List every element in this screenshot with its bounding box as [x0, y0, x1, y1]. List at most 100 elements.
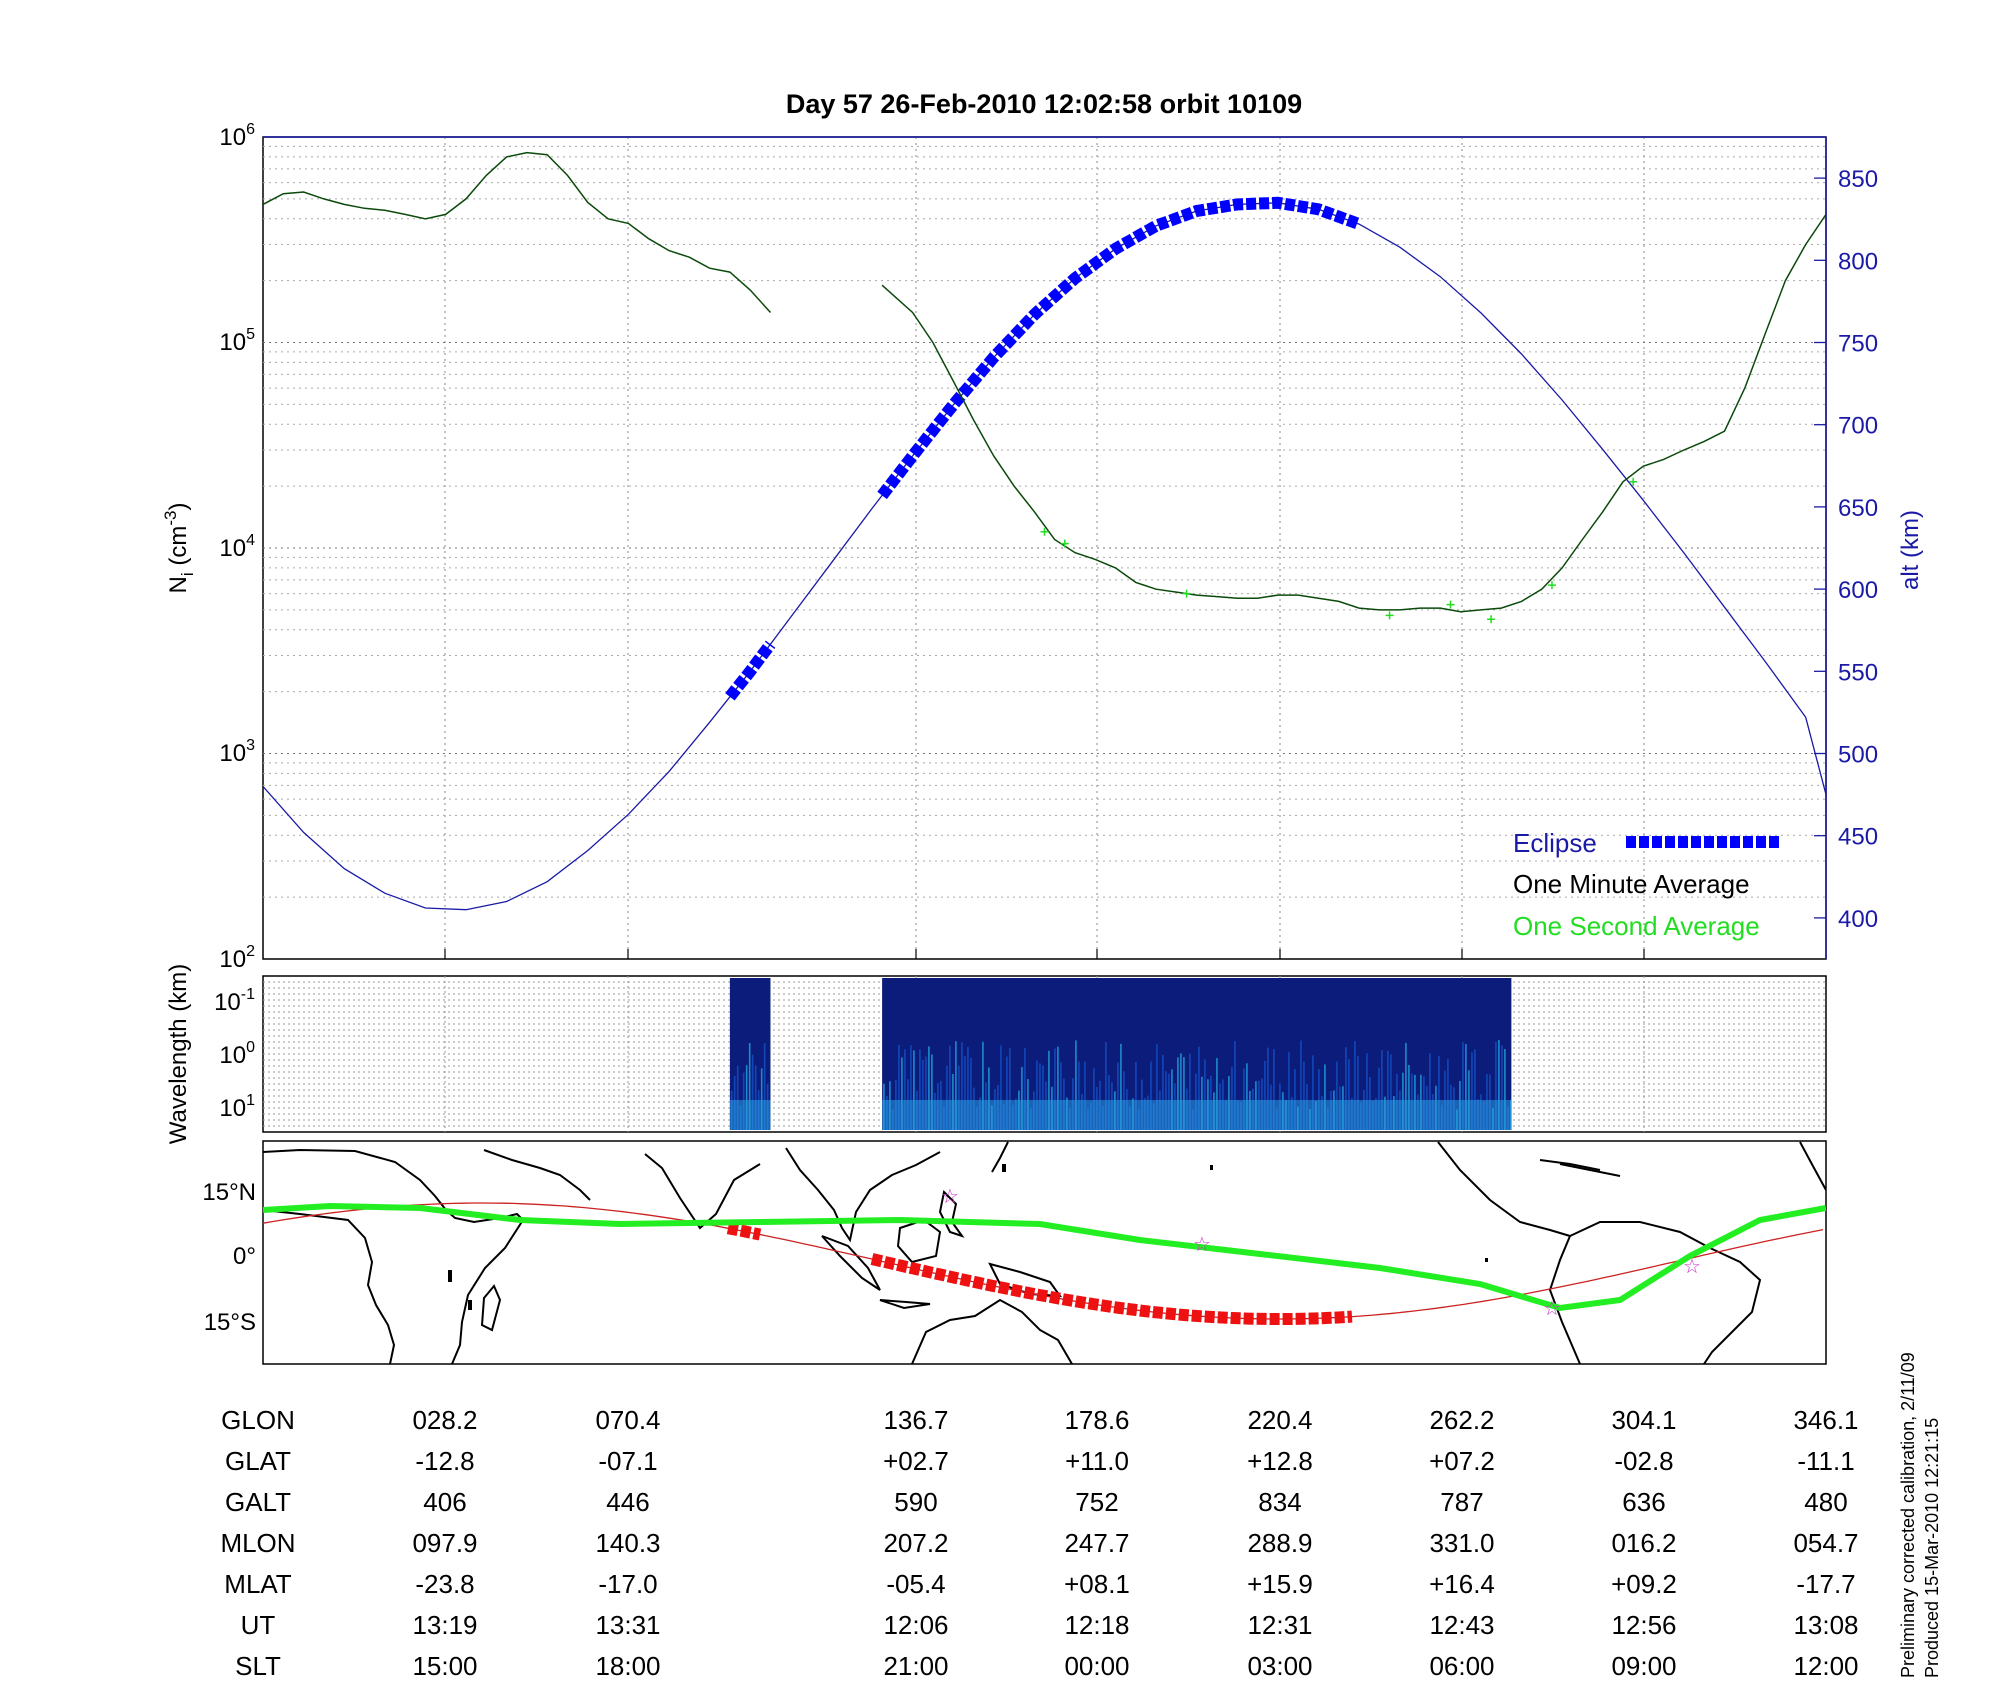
one-minute-average-line — [881, 213, 1826, 613]
spectrogram-streak — [1336, 1061, 1338, 1130]
legend-one-minute-label: One Minute Average — [1513, 869, 1750, 899]
altitude-tick-label: 600 — [1838, 577, 1878, 604]
islands — [448, 1164, 1488, 1310]
philippines — [938, 1189, 965, 1238]
spectrogram-streak — [964, 1056, 966, 1130]
spectrogram-streak — [913, 1050, 915, 1130]
ephemeris-cell: 178.6 — [1064, 1405, 1129, 1435]
ephemeris-cell: -17.0 — [598, 1569, 657, 1599]
spectrogram-low-band — [729, 1100, 771, 1130]
spectrogram-y-tick-3: 101 — [219, 1092, 255, 1122]
spectrogram-streak — [1036, 1060, 1038, 1130]
eclipse-segment — [877, 196, 1362, 500]
map-y-tick-0: 0° — [233, 1243, 256, 1270]
ephemeris-cell: 09:00 — [1611, 1651, 1676, 1681]
spectrogram-streak — [763, 1043, 766, 1130]
ephemeris-cell: +15.9 — [1247, 1569, 1313, 1599]
spectrogram-streak — [961, 1042, 963, 1130]
coastlines — [263, 1141, 1826, 1364]
spectrogram-streak — [898, 1044, 900, 1130]
spectrogram-streak — [1009, 1048, 1011, 1130]
ephemeris-cell: 13:19 — [412, 1610, 477, 1640]
spectrogram-streak — [1348, 1059, 1350, 1130]
eclipse-segment — [725, 640, 776, 701]
arabia — [483, 1149, 591, 1201]
spectrogram-streak — [754, 1065, 757, 1130]
magnetic-dip-equator — [263, 1202, 1826, 1312]
ephemeris-cell: 12:56 — [1611, 1610, 1676, 1640]
spectrogram-data — [729, 978, 1512, 1130]
ephemeris-cell: +08.1 — [1064, 1569, 1130, 1599]
ephemeris-cell: 12:06 — [883, 1610, 948, 1640]
spectrogram-streak — [1054, 1048, 1056, 1130]
spectrogram-streak — [1405, 1042, 1407, 1130]
spectrogram-streak — [1234, 1040, 1236, 1130]
island-5 — [1485, 1258, 1488, 1262]
ephemeris-cell: 247.7 — [1064, 1528, 1129, 1558]
ephemeris-cell: 346.1 — [1793, 1405, 1858, 1435]
one-second-average-point — [1629, 477, 1638, 486]
spectrogram-streak — [1408, 1065, 1410, 1130]
ephemeris-cell: 03:00 — [1247, 1651, 1312, 1681]
south-america — [1569, 1221, 1762, 1364]
spectrogram-streak — [748, 1043, 751, 1130]
spectrogram-streak — [988, 1067, 990, 1130]
spectrogram-streak — [1357, 1055, 1359, 1130]
ephemeris-cell: 12:43 — [1429, 1610, 1494, 1640]
chart-title: Day 57 26-Feb-2010 12:02:58 orbit 10109 — [786, 89, 1302, 119]
star-marker: ☆ — [1543, 1298, 1561, 1320]
spectrogram-streak — [901, 1057, 903, 1130]
one-second-average-points — [1040, 477, 1638, 624]
ephemeris-cell: +07.2 — [1429, 1446, 1495, 1476]
spectrogram-streak — [919, 1049, 921, 1130]
spectrogram-streak — [1501, 1045, 1503, 1130]
island-1 — [448, 1270, 452, 1282]
spectrogram-streak — [1354, 1041, 1356, 1130]
island-2 — [468, 1300, 472, 1310]
spectrogram-streak — [1267, 1047, 1269, 1130]
spectrogram-streak — [760, 1068, 763, 1130]
spectrogram-streak — [1162, 1054, 1164, 1130]
spectrogram-streak — [1150, 1061, 1152, 1130]
spectrogram-streak — [1216, 1058, 1218, 1130]
ephemeris-cell: 262.2 — [1429, 1405, 1494, 1435]
ephemeris-cell: +11.0 — [1065, 1446, 1129, 1476]
eclipse-segments — [725, 196, 1362, 701]
spectrogram-streak — [1288, 1051, 1290, 1130]
spectrogram-streak — [1156, 1044, 1158, 1130]
ephemeris-cell: -12.8 — [415, 1446, 474, 1476]
spectrogram-streak — [1117, 1062, 1119, 1130]
spectrogram-streak — [970, 1057, 972, 1130]
one-second-average-point — [1182, 589, 1191, 598]
spectrogram-streak — [1189, 1053, 1191, 1130]
spectrogram-streak — [1039, 1063, 1041, 1130]
spectrogram-y-label: Wavelength (km) — [165, 964, 192, 1145]
spectrogram-streak — [1324, 1064, 1326, 1130]
spectrogram-streak — [1021, 1067, 1023, 1130]
spectrogram-streak — [1048, 1050, 1050, 1130]
spectrogram-streak — [949, 1045, 951, 1130]
spectrogram-streak — [1177, 1057, 1179, 1130]
spectrogram-streak — [1438, 1055, 1440, 1130]
spectrogram-streak — [1495, 1041, 1497, 1130]
ephemeris-cell: -05.4 — [886, 1569, 945, 1599]
star-marker: ☆ — [941, 1186, 959, 1208]
density-grid — [263, 137, 1826, 959]
ephemeris-row-label: GLAT — [225, 1446, 291, 1476]
altitude-tick-label: 500 — [1838, 742, 1878, 769]
spectrogram-streak — [1447, 1059, 1449, 1130]
spectrogram-streak — [955, 1041, 957, 1130]
ephemeris-cell: 406 — [423, 1487, 466, 1517]
one-minute-average-lines — [263, 151, 1826, 613]
spectrogram-streak — [1462, 1042, 1464, 1130]
spectrogram-streak — [1183, 1057, 1185, 1130]
ephemeris-cell: -17.7 — [1796, 1569, 1855, 1599]
spectrogram-streak — [1006, 1056, 1008, 1130]
spectrogram-streak — [1294, 1068, 1296, 1130]
ephemeris-cell: +02.7 — [883, 1446, 949, 1476]
india — [644, 1153, 761, 1230]
ephemeris-row-label: SLT — [235, 1651, 281, 1681]
ephemeris-cell: 220.4 — [1247, 1405, 1312, 1435]
one-second-average-point — [1385, 611, 1394, 620]
spectrogram-streak — [925, 1056, 927, 1130]
